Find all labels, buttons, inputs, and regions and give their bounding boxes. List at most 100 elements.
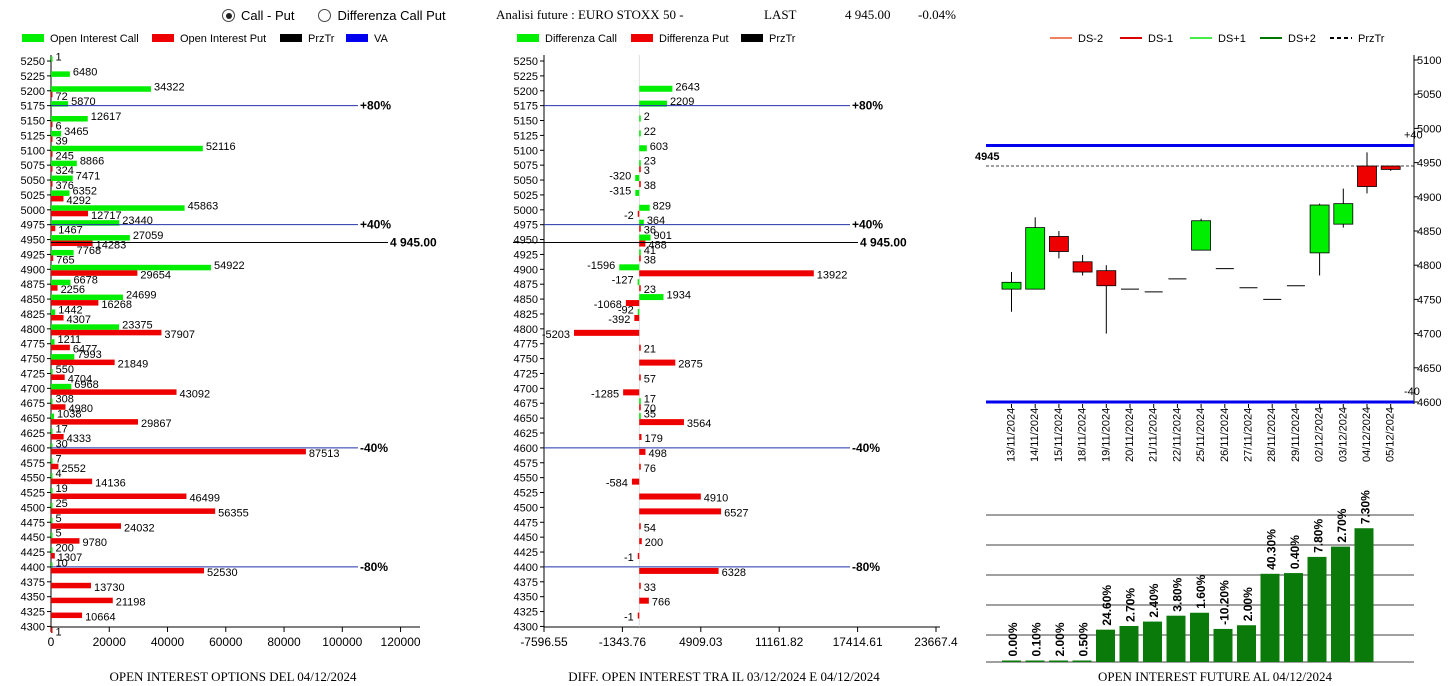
oi-x-tick-label: 0: [48, 635, 55, 649]
oi-x-tick-label: 80000: [267, 635, 301, 649]
oi-call-bar: [51, 101, 69, 107]
diff-put-bar: [574, 329, 640, 336]
diff-put-value: -392: [608, 314, 630, 326]
oi-call-value: 23375: [122, 319, 153, 331]
oi-put-bar: [51, 166, 53, 172]
oi-put-bar: [51, 300, 99, 306]
diff-strike-label: 4500: [514, 502, 538, 514]
oi-strike-label: 4550: [21, 473, 45, 485]
diff-call-bar: [639, 219, 644, 226]
radio-differenza[interactable]: Differenza Call Put: [318, 8, 446, 23]
diff-put-value: -1285: [591, 388, 619, 400]
oi-strike-label: 5150: [21, 116, 45, 128]
candle-y-tick-label: 4750: [1417, 294, 1441, 306]
candle-body: [1049, 236, 1069, 252]
oi-put-value: 13730: [94, 582, 125, 594]
diff-put-value: 21: [644, 344, 656, 356]
oi-call-value: 17: [56, 424, 68, 436]
diff-band-label: +80%: [852, 99, 883, 113]
oi-strike-label: 4800: [21, 324, 45, 336]
candle-date-label: 05/12/2024: [1385, 407, 1397, 462]
oi-strike-label: 4400: [21, 562, 45, 574]
oi-put-value: 46499: [189, 493, 220, 505]
diff-strike-label: 5050: [514, 175, 538, 187]
oi-strike-label: 4900: [21, 264, 45, 276]
diff-strike-label: 4825: [514, 309, 538, 321]
oi-call-bar: [51, 368, 53, 375]
future-chart-title: OPEN INTEREST FUTURE AL 04/12/2024: [1098, 669, 1333, 684]
oi-call-bar: [51, 279, 71, 286]
radio-call-put[interactable]: Call - Put: [222, 8, 294, 23]
candle-date-label: 28/11/2024: [1266, 408, 1278, 462]
oi-put-bar: [51, 195, 64, 202]
diff-call-value: -320: [609, 171, 631, 183]
oi-call-value: 54922: [214, 260, 245, 272]
future-bar: [1096, 629, 1115, 662]
diff-strike-label: 4950: [514, 235, 538, 247]
candle-date-label: 15/11/2024: [1053, 408, 1065, 462]
diff-call-bar: [639, 204, 650, 211]
candle-y-tick-label: 5000: [1417, 123, 1441, 135]
oi-call-value: 5870: [71, 96, 95, 108]
oi-put-value: 376: [56, 180, 74, 192]
candle-date-label: 22/11/2024: [1171, 408, 1183, 462]
diff-put-bar: [639, 374, 641, 381]
oi-put-bar: [51, 344, 70, 351]
oi-put-value: 324: [56, 165, 74, 177]
oi-call-bar: [51, 443, 53, 449]
oi-put-bar: [51, 493, 187, 500]
candle-body: [1380, 165, 1401, 170]
legend-swatch: [152, 34, 174, 42]
diff-call-bar: [639, 160, 641, 167]
legend-label: Differenza Put: [659, 33, 729, 45]
diff-call-bar: [639, 115, 641, 122]
oi-strike-label: 4600: [21, 443, 45, 455]
oi-band-label: +40%: [360, 218, 391, 232]
diff-put-bar: [639, 419, 684, 426]
diff-put-value: -584: [606, 478, 628, 490]
future-bar-label: 0.00%: [1006, 622, 1020, 656]
oi-put-bar: [51, 627, 53, 633]
oi-strike-label: 5100: [21, 145, 45, 157]
future-bar: [1331, 546, 1350, 662]
oi-strike-label: 5000: [21, 205, 45, 217]
diff-strike-label: 4550: [514, 473, 538, 485]
candle-date-label: 25/11/2024: [1195, 408, 1207, 462]
oi-put-bar: [51, 136, 53, 142]
diff-call-value: 901: [654, 230, 672, 242]
diff-put-bar: [639, 538, 642, 545]
candle-y-tick-label: 4850: [1417, 226, 1441, 238]
legend-swatch: [346, 34, 368, 42]
oi-strike-label: 4350: [21, 592, 45, 604]
diff-call-value: 22: [644, 126, 656, 138]
oi-strike-label: 4825: [21, 309, 45, 321]
oi-call-bar: [51, 324, 120, 330]
diff-put-bar: [639, 255, 641, 262]
diff-put-bar: [631, 478, 640, 485]
future-bar-label: 0.40%: [1288, 535, 1302, 569]
oi-strike-label: 4425: [21, 547, 45, 559]
diff-strike-label: 4725: [514, 368, 538, 380]
diff-put-bar: [639, 434, 642, 440]
future-bar-label: 2.70%: [1335, 508, 1349, 542]
candle-y-tick-label: 4700: [1417, 329, 1441, 341]
diff-price-label: 4 945.00: [860, 236, 907, 250]
diff-call-value: 41: [644, 245, 656, 257]
future-bar-label: -10.20%: [1218, 580, 1232, 625]
candle-body: [1072, 261, 1093, 273]
oi-put-bar: [51, 404, 66, 410]
diff-put-value: 2875: [678, 359, 702, 371]
candle-y-tick-label: 5100: [1417, 55, 1441, 67]
diff-strike-label: 5200: [514, 86, 538, 98]
oi-call-bar: [51, 86, 151, 92]
future-bar: [1119, 625, 1139, 662]
oi-call-value: 200: [56, 543, 74, 555]
oi-call-bar: [51, 235, 130, 241]
diff-call-value: 23: [644, 156, 656, 168]
oi-call-value: 45863: [188, 200, 219, 212]
candle-body: [1357, 165, 1377, 187]
diff-call-value: -127: [612, 275, 634, 287]
oi-put-bar: [51, 389, 177, 395]
diff-put-value: 57: [644, 373, 656, 385]
oi-put-value: 4980: [69, 403, 93, 415]
